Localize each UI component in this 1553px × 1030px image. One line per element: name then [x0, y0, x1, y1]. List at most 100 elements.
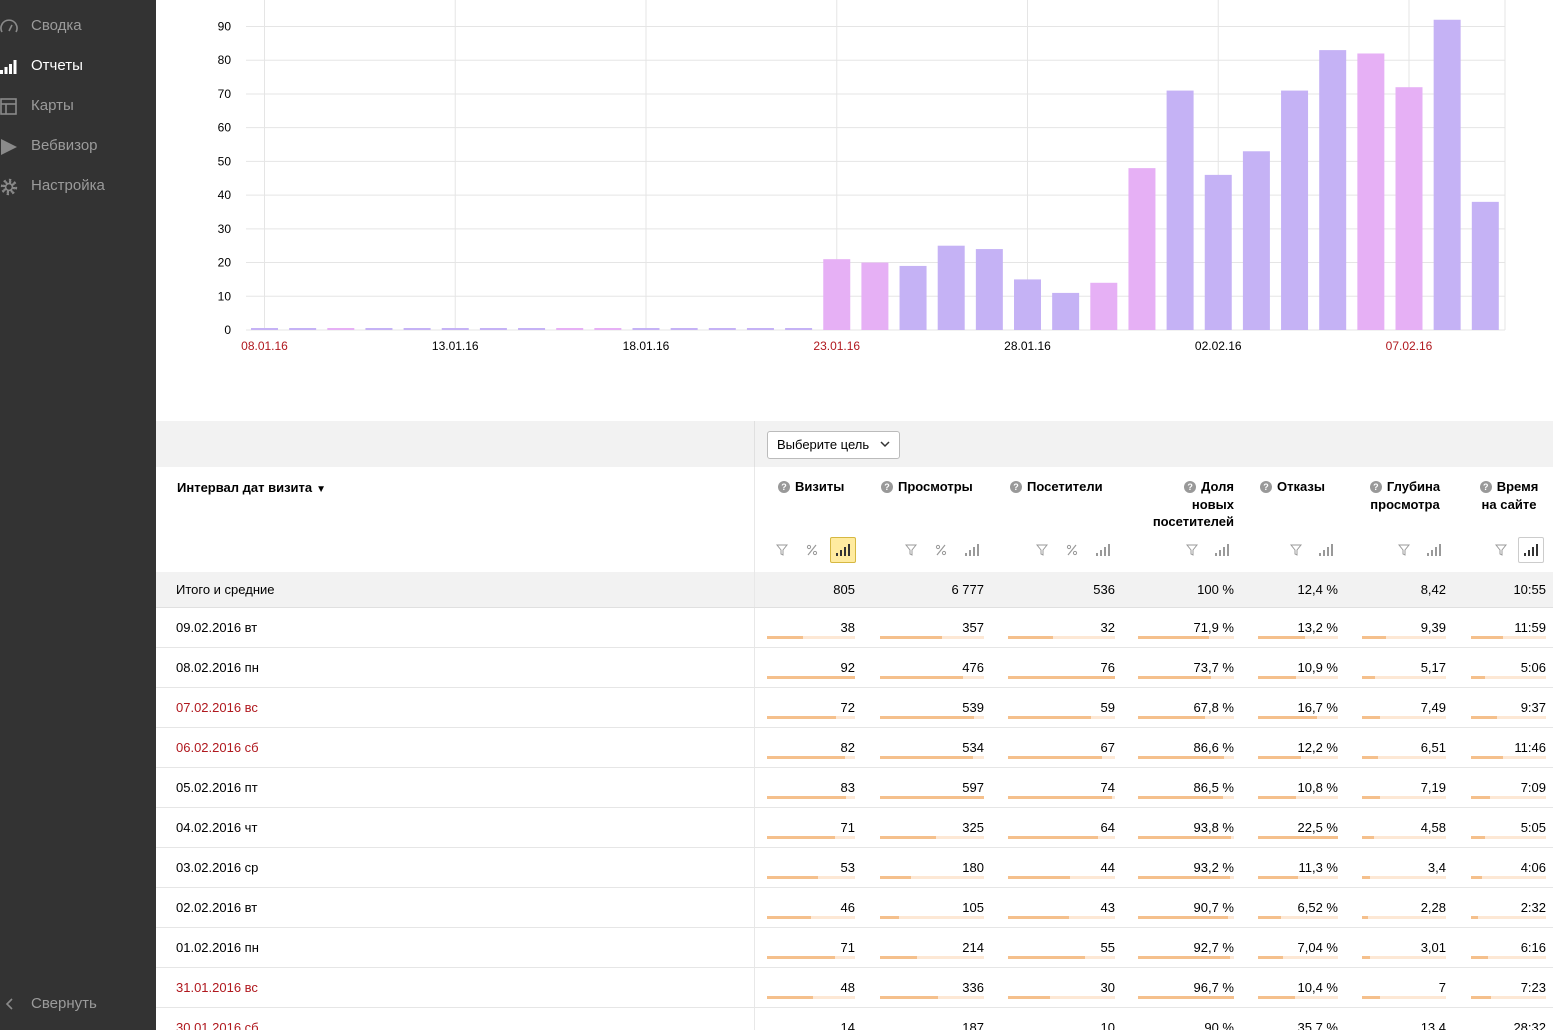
chart-bar[interactable]: [1281, 90, 1309, 330]
table-row[interactable]: 07.02.2016 вс 72 539 59 67,8 % 16,7 % 7,49 9:37: [156, 688, 1553, 728]
collapse-button[interactable]: Свернуть: [0, 984, 156, 1024]
sidebar-item-reports[interactable]: Отчеты: [0, 46, 156, 86]
chart-bar[interactable]: [1128, 168, 1156, 330]
table-row[interactable]: 30.01.2016 сб 14 187 10 90 % 35,7 % 13,4 28:32: [156, 1008, 1553, 1030]
chart-bar[interactable]: [899, 265, 927, 330]
column-header-bounce[interactable]: ? Отказы: [1260, 478, 1325, 496]
cell-visits: 71: [840, 820, 855, 835]
help-icon[interactable]: ?: [881, 481, 893, 493]
column-header-views[interactable]: ? Просмотры: [881, 478, 973, 496]
help-icon[interactable]: ?: [778, 481, 790, 493]
chart-bar[interactable]: [785, 328, 813, 330]
cell-bar-track: [1008, 876, 1115, 879]
chart-bar[interactable]: [1204, 174, 1232, 330]
chart-bar[interactable]: [1319, 50, 1347, 330]
percent-icon[interactable]: [928, 537, 954, 563]
chart-bar[interactable]: [861, 262, 889, 330]
chart-bar[interactable]: [327, 328, 355, 330]
goal-select[interactable]: Выберите цель: [767, 431, 901, 459]
chart-bar[interactable]: [518, 328, 546, 330]
filter-icon[interactable]: [1179, 537, 1205, 563]
cell-bar-fill: [1471, 876, 1482, 879]
chart-bar[interactable]: [937, 245, 965, 330]
chart-bar[interactable]: [594, 328, 622, 330]
bar-chart-icon[interactable]: [1421, 537, 1447, 563]
table-row[interactable]: 04.02.2016 чт 71 325 64 93,8 % 22,5 % 4,58 5:05: [156, 808, 1553, 848]
bar-chart-icon[interactable]: [1518, 537, 1544, 563]
chart-bar[interactable]: [403, 328, 431, 330]
cell-depth: 7,49: [1420, 700, 1446, 715]
dimension-header[interactable]: Интервал дат визита ▼: [177, 480, 326, 495]
chart-bar[interactable]: [1357, 53, 1385, 330]
chart-bar[interactable]: [1395, 87, 1423, 330]
chart-bar[interactable]: [479, 328, 507, 330]
cell-bounce: 12,2 %: [1297, 740, 1338, 755]
table-row[interactable]: 03.02.2016 ср 53 180 44 93,2 % 11,3 % 3,4 4:06: [156, 848, 1553, 888]
cell-bar-fill: [767, 676, 855, 679]
filter-icon[interactable]: [1029, 537, 1055, 563]
row-date: 08.02.2016 пн: [176, 660, 259, 675]
table-row[interactable]: 06.02.2016 сб 82 534 67 86,6 % 12,2 % 6,51 11:4…: [156, 728, 1553, 768]
chart-bar[interactable]: [746, 328, 774, 330]
total-row[interactable]: Итого и средние 805 6 777 536 100 % 12,4 % 8,4…: [156, 572, 1553, 608]
chart-bar[interactable]: [1014, 279, 1041, 330]
sidebar-item-summary[interactable]: Сводка: [0, 6, 156, 46]
chart-bar[interactable]: [975, 249, 1003, 330]
chart-bar[interactable]: [1090, 282, 1118, 330]
filter-icon[interactable]: [769, 537, 795, 563]
cell-time: 9:37: [1520, 700, 1546, 715]
help-icon[interactable]: ?: [1184, 481, 1197, 493]
chart-bar[interactable]: [251, 328, 278, 330]
bar-chart-icon[interactable]: [830, 537, 856, 563]
cell-bar-fill: [1362, 996, 1380, 999]
filter-icon[interactable]: [898, 537, 924, 563]
chevron-left-icon: [5, 998, 13, 1010]
cell-bar-track: [1362, 916, 1446, 919]
bar-chart-icon[interactable]: [1313, 537, 1339, 563]
help-icon[interactable]: ?: [1369, 481, 1382, 493]
help-icon[interactable]: ?: [1479, 481, 1492, 493]
column-header-visits[interactable]: ? Визиты: [778, 478, 844, 496]
chart-bar[interactable]: [289, 328, 317, 330]
chart-bar[interactable]: [1052, 292, 1080, 330]
chart-bar[interactable]: [1471, 201, 1499, 330]
cell-visits: 82: [840, 740, 855, 755]
column-header-new_share[interactable]: ? Доля новых посетителей: [1134, 478, 1234, 531]
table-row[interactable]: 08.02.2016 пн 92 476 76 73,7 % 10,9 % 5,17 5:06: [156, 648, 1553, 688]
column-header-time[interactable]: ? Время на сайте: [1472, 478, 1546, 513]
chart-bar[interactable]: [1166, 90, 1194, 330]
cell-bar-track: [1362, 636, 1446, 639]
cell-bar-fill: [1008, 916, 1069, 919]
sidebar-item-maps[interactable]: Карты: [0, 86, 156, 126]
table-row[interactable]: 01.02.2016 пн 71 214 55 92,7 % 7,04 % 3,01 6:16: [156, 928, 1553, 968]
help-icon[interactable]: ?: [1010, 481, 1022, 493]
table-row[interactable]: 02.02.2016 вт 46 105 43 90,7 % 6,52 % 2,28 2:32: [156, 888, 1553, 928]
table-row[interactable]: 09.02.2016 вт 38 357 32 71,9 % 13,2 % 9,39 11:5…: [156, 608, 1553, 648]
chart-bar[interactable]: [441, 328, 469, 330]
column-header-visitors[interactable]: ? Посетители: [1010, 478, 1103, 496]
chart-bar[interactable]: [556, 328, 584, 330]
percent-icon[interactable]: [1059, 537, 1085, 563]
bar-chart-icon[interactable]: [1209, 537, 1235, 563]
chart-bar[interactable]: [823, 259, 851, 330]
cell-depth: 8,42: [1420, 582, 1446, 597]
help-icon[interactable]: ?: [1260, 481, 1272, 493]
filter-icon[interactable]: [1283, 537, 1309, 563]
cell-bar-fill: [1008, 716, 1091, 719]
column-header-depth[interactable]: ? Глубина просмотра: [1364, 478, 1446, 513]
sidebar-item-webvisor[interactable]: Вебвизор: [0, 126, 156, 166]
chart-bar[interactable]: [632, 328, 660, 330]
percent-icon[interactable]: [799, 537, 825, 563]
filter-icon[interactable]: [1488, 537, 1514, 563]
table-row[interactable]: 31.01.2016 вс 48 336 30 96,7 % 10,4 % 7 7:23: [156, 968, 1553, 1008]
chart-bar[interactable]: [708, 328, 736, 330]
sidebar-item-settings[interactable]: Настройка: [0, 166, 156, 206]
bar-chart-icon[interactable]: [1090, 537, 1116, 563]
filter-icon[interactable]: [1391, 537, 1417, 563]
chart-bar[interactable]: [1433, 19, 1461, 331]
chart-bar[interactable]: [365, 328, 393, 330]
chart-bar[interactable]: [670, 328, 698, 330]
chart-bar[interactable]: [1242, 151, 1270, 330]
table-row[interactable]: 05.02.2016 пт 83 597 74 86,5 % 10,8 % 7,19 7:09: [156, 768, 1553, 808]
bar-chart-icon[interactable]: [959, 537, 985, 563]
